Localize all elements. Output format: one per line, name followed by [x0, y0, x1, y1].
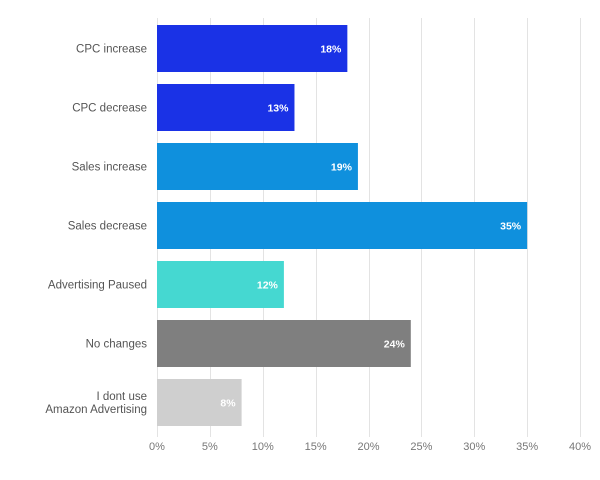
x-tick-label: 10%: [252, 441, 274, 453]
x-tick-label: 35%: [516, 441, 538, 453]
category-label: CPC increase: [76, 44, 147, 56]
category-label: Sales decrease: [68, 221, 147, 233]
bars: 18% 13% 19% 35% 12% 24% 8%: [157, 25, 528, 426]
category-labels: CPC increase CPC decrease Sales increase Sa…: [45, 44, 147, 417]
x-tick-label: 25%: [410, 441, 432, 453]
bar: [157, 143, 358, 190]
bar: [157, 379, 242, 426]
bar: [157, 25, 348, 72]
x-tick-label: 15%: [305, 441, 327, 453]
bar-data-label: 24%: [384, 339, 406, 351]
x-tick-label: 5%: [202, 441, 218, 453]
x-tick-label: 30%: [463, 441, 485, 453]
category-label: Amazon Advertising: [45, 404, 147, 416]
bar-data-label: 12%: [257, 280, 279, 292]
x-axis-tick-labels: 0% 5% 10% 15% 20% 25% 30% 35% 40%: [149, 441, 591, 453]
x-tick-label: 40%: [569, 441, 591, 453]
bar: [157, 261, 284, 308]
category-label: CPC decrease: [72, 103, 147, 115]
category-label: Sales increase: [72, 162, 147, 174]
category-label: Advertising Paused: [48, 280, 147, 292]
bar-data-label: 8%: [220, 398, 236, 410]
category-label: No changes: [86, 339, 148, 351]
bar-data-label: 18%: [320, 44, 342, 56]
bar: [157, 320, 411, 367]
bar-data-label: 19%: [331, 162, 353, 174]
bar: [157, 84, 295, 131]
x-tick-label: 20%: [357, 441, 379, 453]
bar-data-label: 13%: [267, 103, 289, 115]
bar-data-label: 35%: [500, 221, 522, 233]
x-tick-label: 0%: [149, 441, 165, 453]
bar: [157, 202, 528, 249]
category-label: I dont use: [96, 391, 147, 403]
